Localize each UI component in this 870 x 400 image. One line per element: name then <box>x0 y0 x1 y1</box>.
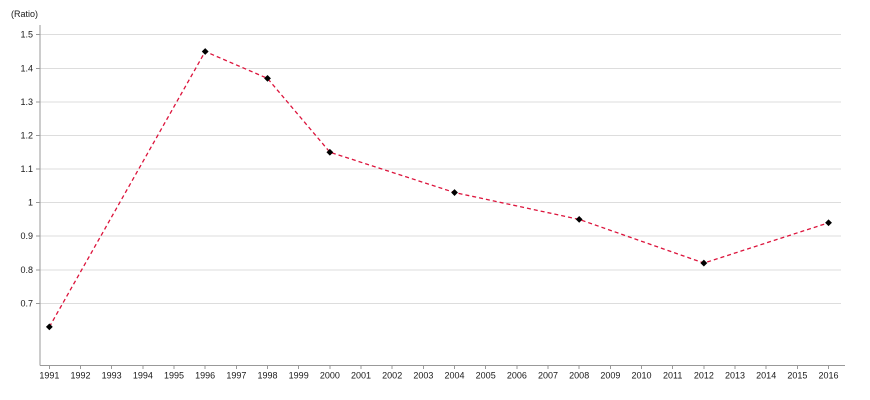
data-point-markers <box>45 48 832 331</box>
y-tick-label: 0.7 <box>20 298 33 308</box>
x-tick-label: 2001 <box>351 371 371 381</box>
x-tick-label: 2007 <box>538 371 558 381</box>
x-tick-label: 2013 <box>725 371 745 381</box>
data-point-marker <box>700 259 708 267</box>
x-tick-label: 1994 <box>133 371 153 381</box>
x-tick-label: 1998 <box>258 371 278 381</box>
x-tick-label: 1992 <box>71 371 91 381</box>
x-tick-label: 2002 <box>382 371 402 381</box>
data-point-marker <box>264 74 271 82</box>
x-tick-label: 1997 <box>226 371 246 381</box>
y-axis-ticks: 0.7 0.8 0.9 1 1.1 1.2 1.3 1.4 1.5 <box>20 30 40 308</box>
x-tick-label: 1999 <box>289 371 309 381</box>
x-tick-label: 2004 <box>445 371 465 381</box>
x-tick-label: 2015 <box>787 371 807 381</box>
trend-line <box>48 50 829 328</box>
x-tick-label: 1991 <box>39 371 59 381</box>
y-tick-label: 1 <box>28 198 33 208</box>
x-tick-label: 2011 <box>663 371 682 381</box>
data-point-marker <box>825 219 832 227</box>
y-tick-label: 0.9 <box>20 231 33 241</box>
x-tick-label: 2009 <box>600 371 620 381</box>
data-point-marker <box>326 148 334 156</box>
x-axis-ticks: 1991 1992 1993 1994 1995 1996 1997 1998 1999 2000… <box>39 365 839 381</box>
x-tick-label: 1993 <box>102 371 122 381</box>
y-tick-label: 1.5 <box>20 30 33 40</box>
data-point-marker <box>451 189 458 196</box>
y-tick-label: 1.1 <box>20 164 33 174</box>
y-tick-label: 0.8 <box>20 265 33 275</box>
y-tick-label: 1.2 <box>20 130 33 140</box>
x-tick-label: 2008 <box>569 371 589 381</box>
data-point-marker <box>45 323 53 331</box>
y-axis-title: (Ratio) <box>11 9 39 19</box>
data-point-marker <box>201 48 209 55</box>
x-tick-label: 2012 <box>694 371 714 381</box>
x-tick-label: 2010 <box>632 371 652 381</box>
axes <box>39 25 845 366</box>
x-tick-label: 2016 <box>819 371 839 381</box>
x-tick-label: 2006 <box>507 371 527 381</box>
x-tick-label: 2000 <box>320 371 340 381</box>
y-tick-label: 1.3 <box>20 97 33 107</box>
x-tick-label: 2014 <box>756 371 776 381</box>
x-tick-label: 1996 <box>195 371 215 381</box>
x-tick-label: 2003 <box>413 371 433 381</box>
data-point-marker <box>575 216 583 223</box>
x-tick-label: 1995 <box>164 371 184 381</box>
x-tick-label: 2005 <box>476 371 496 381</box>
y-tick-label: 1.4 <box>20 63 33 73</box>
gridlines <box>40 34 841 304</box>
